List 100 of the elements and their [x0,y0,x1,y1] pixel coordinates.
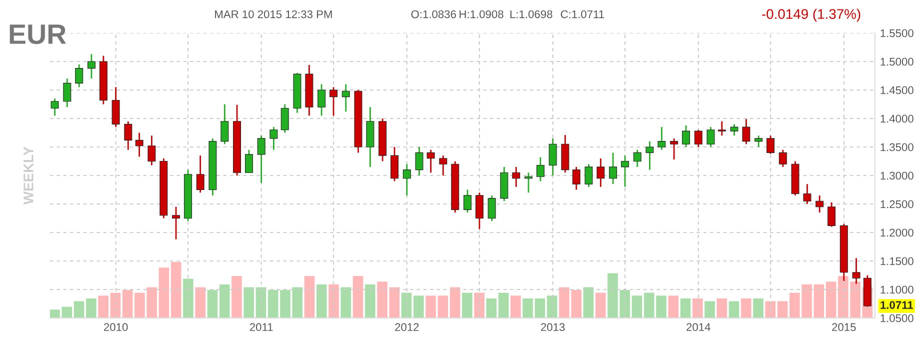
bar [316,284,327,318]
chart-title: EUR [10,24,66,44]
x-tick-label: 2015 [832,323,856,332]
bar [183,278,194,318]
candlestick [694,129,702,148]
bar [728,301,740,318]
candlestick [415,146,424,176]
candlestick [280,104,289,134]
bar [450,287,460,318]
candlestick [257,134,266,184]
bar [462,292,472,318]
bar [753,298,764,318]
candlestick [50,98,59,116]
candlestick [682,124,690,148]
candlestick [512,166,520,188]
bar [486,298,497,318]
bar [328,284,339,318]
candlestick [330,86,338,116]
text: L:1.0698 [510,10,552,18]
y-tick-label: 1.4000 [880,114,914,123]
bar [765,301,776,318]
candlestick [803,183,812,205]
candlestick [584,163,593,188]
candlestick [112,86,120,128]
x-tick-label: 2012 [395,323,419,332]
x-tick-label: 2014 [686,323,710,332]
y-tick-label: 1.4500 [880,86,914,94]
candlestick [270,126,278,151]
annotation: 1.0711 [880,301,914,309]
candlestick [488,194,496,222]
candlestick [778,149,787,168]
bar [716,298,728,318]
bar [534,298,546,318]
y-tick-label: 1.5000 [880,58,914,66]
bar [86,298,96,318]
bar [74,301,84,318]
y-tick-label: 1.0500 [880,314,914,322]
candlestick [633,149,642,168]
candlestick [439,154,448,176]
candlestick [172,206,180,240]
candlestick [244,149,253,174]
bar [704,301,715,318]
candlestick [828,202,836,228]
bar [244,287,254,318]
bar [498,292,509,318]
bar [546,296,558,318]
candlestick [572,166,580,190]
candlestick [766,134,775,155]
candlestick [658,126,666,151]
candlestick [670,138,678,160]
bar [510,296,521,318]
bar [668,296,679,318]
candlestick [742,118,750,145]
bar [583,287,594,318]
bar [414,296,424,318]
candlestick [524,172,532,194]
bar [826,282,836,318]
bar [207,290,218,318]
bar [522,298,533,318]
bar [304,276,315,318]
candlestick [596,158,605,188]
bar [158,268,170,318]
candlestick [220,104,229,145]
y-tick-label: 1.2500 [880,200,914,208]
y-tick-label: 1.3500 [880,143,914,152]
candlestick [718,120,726,136]
bar [98,296,108,318]
candlestick [148,134,156,166]
x-tick-label: 2013 [541,323,565,332]
candlestick [475,192,484,230]
candlestick [816,194,824,214]
y-tick-label: 1.1000 [880,286,914,294]
bar [195,287,206,318]
candlestick [135,132,144,158]
bar [122,290,133,318]
bar [426,296,436,318]
candlestick [754,134,763,148]
candlestick [390,146,399,182]
bar [352,276,364,318]
bar [170,262,182,318]
candlestick [609,152,618,185]
bar [219,284,230,318]
bar [814,284,824,318]
y-tick-label: 1.3000 [880,172,914,180]
candlestick [87,53,96,80]
candlestick [63,78,72,108]
bar [740,298,752,318]
bar [680,298,691,318]
bar [50,310,60,318]
candlestick [706,126,715,148]
candlestick [342,84,350,112]
y-tick-label: 1.2000 [880,228,914,237]
candlestick [463,189,472,214]
bar [62,306,72,318]
text: -0.0149 (1.37%) [762,8,860,22]
bar [232,276,242,318]
text: O:1.0836 [411,10,456,18]
bar [364,284,376,318]
candlestick [318,84,326,116]
text: H:1.0908 [460,10,504,18]
